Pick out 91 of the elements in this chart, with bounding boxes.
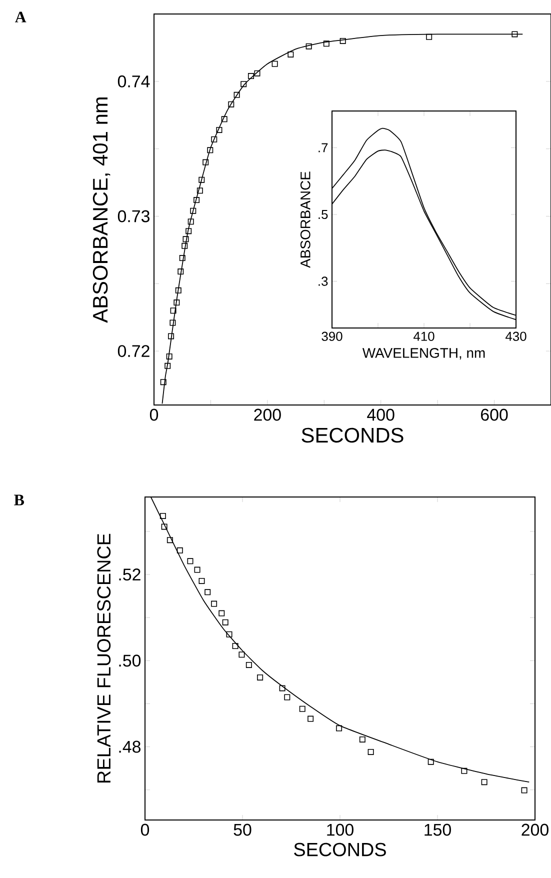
point	[190, 208, 196, 214]
point	[194, 197, 200, 204]
y-tick-label: .52	[119, 568, 140, 581]
point	[187, 558, 194, 564]
point	[299, 706, 306, 712]
point	[232, 643, 238, 650]
point	[512, 31, 518, 38]
point	[254, 70, 260, 76]
point	[221, 116, 228, 122]
point	[272, 60, 278, 67]
y-tick-label: .3	[318, 276, 328, 286]
x-tick-label: 200	[522, 824, 548, 836]
point	[182, 236, 189, 242]
x-tick-label: 0	[150, 408, 158, 421]
point	[160, 512, 166, 519]
point	[211, 600, 218, 607]
point	[308, 716, 314, 722]
y-tick-label: .50	[119, 654, 141, 667]
y-axis-title: ABSORBANCE, 401 nm	[92, 98, 110, 323]
point	[336, 725, 342, 732]
point	[426, 34, 432, 40]
point	[170, 308, 176, 314]
y-tick-label: .7	[318, 143, 328, 152]
point	[194, 566, 200, 573]
point	[234, 92, 240, 98]
point	[359, 736, 366, 742]
y-tick-label: 0.74	[118, 75, 150, 88]
y-tick-label: 0.72	[118, 345, 150, 358]
point	[161, 524, 168, 530]
x-tick-label: 400	[367, 408, 394, 421]
point	[226, 631, 232, 638]
text: A	[15, 12, 26, 22]
point	[178, 268, 184, 275]
point	[186, 228, 192, 234]
chart-title: B	[14, 494, 24, 506]
point	[174, 300, 180, 306]
point	[368, 748, 374, 755]
point	[238, 652, 245, 658]
y-tick-label: .48	[119, 740, 140, 753]
x-tick-label: 410	[413, 332, 434, 341]
point	[176, 547, 183, 554]
x-tick-label: 390	[322, 332, 342, 341]
y-axis-title: ABSORBANCE	[300, 172, 310, 268]
x-tick-label: 150	[424, 824, 451, 836]
y-axis-title: RELATIVE FLUORESCENCE	[97, 534, 111, 782]
x-axis-title: SECONDS	[294, 842, 386, 856]
point	[198, 176, 205, 183]
point	[196, 188, 203, 194]
point	[211, 136, 218, 142]
point	[182, 242, 188, 249]
point	[248, 73, 254, 80]
point	[204, 589, 211, 596]
point	[279, 685, 286, 692]
point	[306, 43, 312, 50]
point	[284, 694, 290, 700]
point	[179, 255, 186, 262]
point	[428, 758, 434, 765]
point	[323, 40, 330, 47]
y-tick-label: .5	[318, 210, 328, 220]
point	[164, 362, 171, 369]
point	[340, 38, 346, 44]
point	[168, 333, 174, 340]
point	[166, 353, 172, 360]
x-tick-label: 600	[481, 408, 508, 421]
point	[202, 159, 209, 166]
point	[170, 320, 176, 326]
point	[207, 147, 214, 154]
point	[160, 379, 166, 386]
point	[288, 51, 294, 58]
point	[218, 610, 225, 616]
point	[222, 619, 228, 626]
point	[257, 674, 264, 680]
x-tick-label: 0	[140, 824, 150, 836]
y-tick-label: 0.73	[118, 210, 150, 222]
point	[481, 779, 488, 786]
point	[166, 537, 173, 544]
point	[188, 218, 194, 225]
point	[240, 81, 247, 88]
x-tick-label: 50	[234, 824, 252, 836]
x-tick-label: 430	[505, 332, 526, 341]
point	[198, 578, 205, 584]
point	[216, 126, 222, 133]
x-axis-title: SECONDS	[302, 428, 404, 443]
point	[461, 768, 468, 774]
x-tick-label: 200	[254, 408, 281, 421]
point	[228, 101, 234, 108]
x-tick-label: 100	[327, 824, 354, 836]
x-axis-title: WAVELENGTH, nm	[362, 348, 485, 360]
point	[521, 787, 528, 794]
point	[175, 287, 182, 294]
point	[246, 662, 252, 668]
